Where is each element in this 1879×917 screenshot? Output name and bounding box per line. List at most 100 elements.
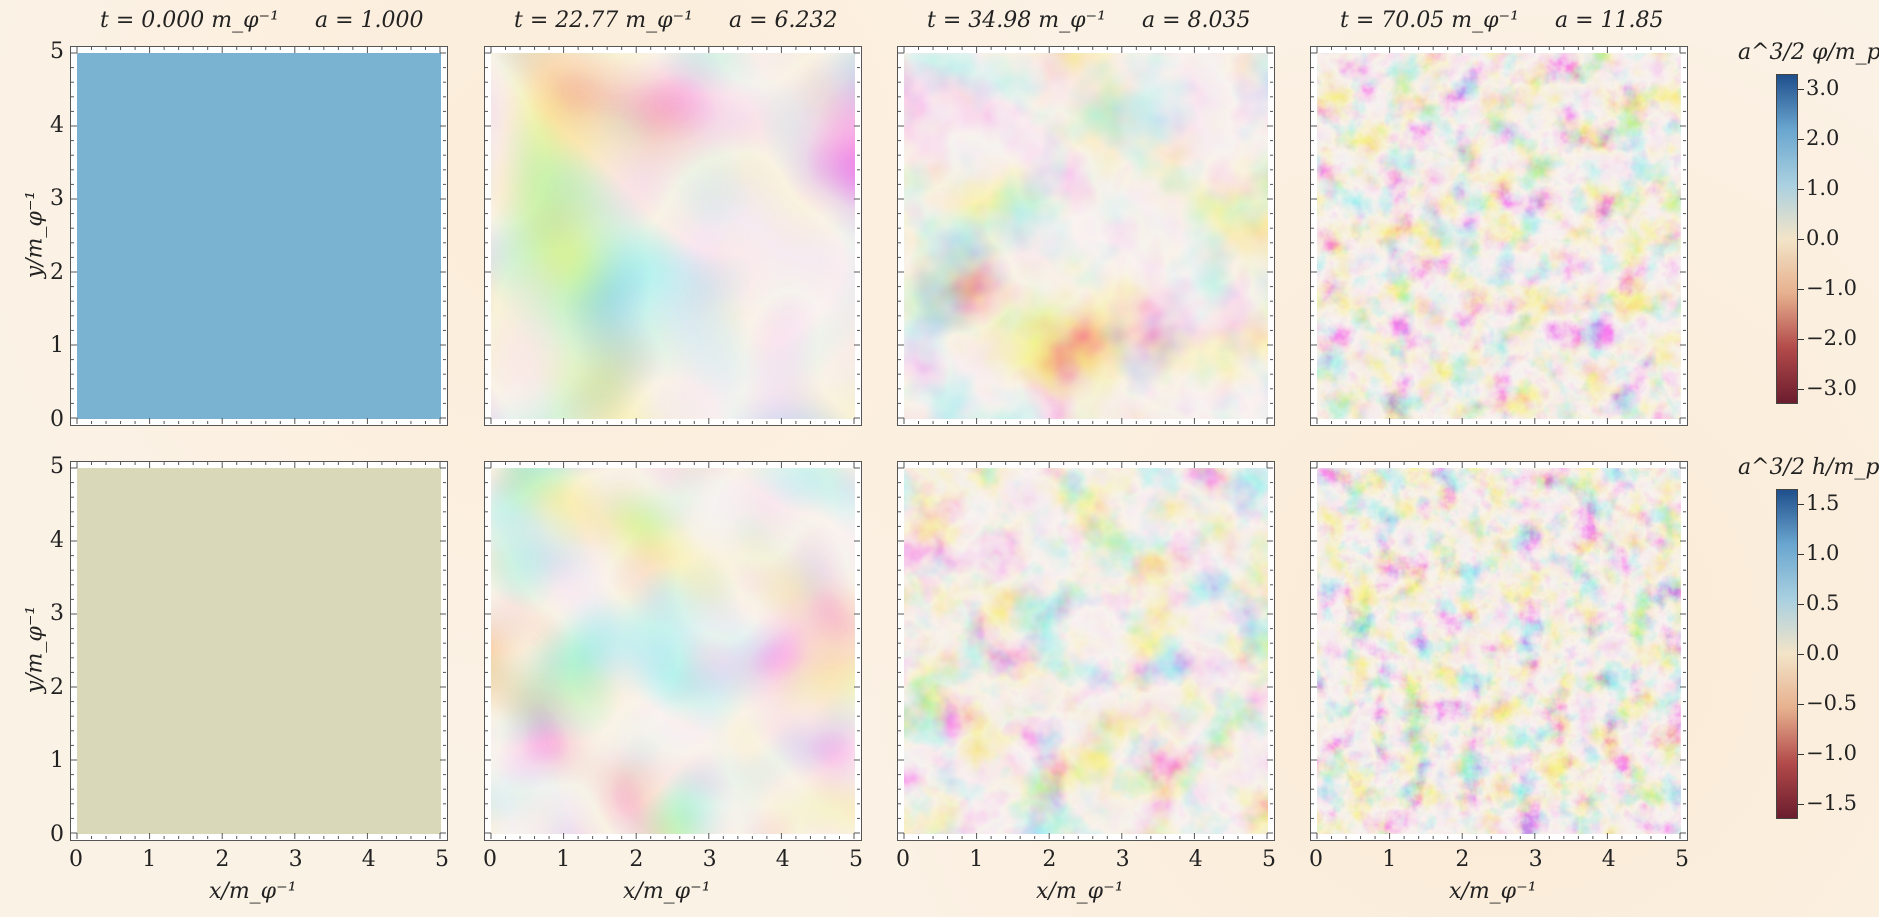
y-tick-label: 5: [50, 454, 64, 479]
x-axis-label: x/m_φ⁻¹: [209, 879, 297, 904]
colorbar: [1776, 74, 1798, 404]
heatmap-field: [491, 468, 855, 834]
heatmap-field: [77, 53, 441, 419]
heatmap-panel: [1310, 46, 1688, 426]
field-image: [1317, 53, 1681, 419]
x-axis-label: x/m_φ⁻¹: [1449, 879, 1537, 904]
field-image: [904, 53, 1268, 419]
x-tick-label: 2: [629, 847, 644, 872]
y-tick-label: 2: [50, 674, 64, 700]
x-tick-label: 3: [702, 847, 717, 872]
colorbar-tick-mark: [1798, 654, 1804, 655]
y-axis-label: y/m_φ⁻¹: [22, 605, 48, 694]
y-tick-label: 2: [50, 259, 64, 285]
x-tick-label: 0: [896, 847, 910, 872]
colorbar-tick-label: 0.0: [1806, 641, 1840, 665]
colorbar-tick-label: −1.0: [1806, 276, 1857, 300]
panel-time-label: t = 22.77 m_φ⁻¹: [514, 8, 693, 33]
colorbar-tick-mark: [1798, 89, 1804, 90]
y-axis-label: y/m_φ⁻¹: [22, 190, 48, 279]
heatmap-panel: [70, 46, 448, 426]
y-tick-label: 0: [50, 407, 64, 432]
field-image: [904, 468, 1268, 834]
colorbar-tick-mark: [1798, 554, 1804, 555]
x-tick-label: 2: [215, 847, 230, 872]
colorbar-tick-label: 1.0: [1806, 176, 1840, 200]
x-tick-label: 0: [1309, 847, 1323, 872]
colorbar-tick-label: −2.0: [1806, 326, 1857, 350]
y-tick-label: 0: [50, 822, 64, 847]
x-tick-label: 5: [849, 847, 863, 872]
x-tick-label: 1: [969, 847, 984, 872]
heatmap-field: [1317, 53, 1681, 419]
colorbar-tick-mark: [1798, 289, 1804, 290]
field-fill: [904, 468, 1268, 834]
x-tick-label: 5: [1675, 847, 1689, 872]
colorbar-tick-label: −3.0: [1806, 376, 1857, 400]
colorbar-tick-mark: [1798, 704, 1804, 705]
x-tick-label: 4: [775, 847, 790, 872]
colorbar-tick-label: 1.0: [1806, 541, 1840, 565]
colorbar-title: a^3/2 φ/m_pl: [1738, 40, 1879, 65]
colorbar-tick-mark: [1798, 604, 1804, 605]
colorbar-tick-label: 3.0: [1806, 76, 1840, 100]
panel-scale-factor-label: a = 8.035: [1142, 8, 1251, 33]
x-tick-label: 4: [1188, 847, 1203, 872]
panel-scale-factor-label: a = 11.85: [1555, 8, 1664, 33]
y-tick-label: 1: [50, 333, 64, 359]
colorbar-tick-mark: [1798, 389, 1804, 390]
colorbar-tick-mark: [1798, 139, 1804, 140]
heatmap-panel: [897, 46, 1275, 426]
field-image: [77, 468, 441, 834]
colorbar-tick-label: −1.5: [1806, 791, 1857, 815]
y-tick-label: 4: [50, 527, 64, 553]
field-fill: [77, 53, 441, 419]
x-tick-label: 2: [1455, 847, 1470, 872]
colorbar-tick-mark: [1798, 504, 1804, 505]
x-tick-label: 4: [1601, 847, 1616, 872]
x-axis-label: x/m_φ⁻¹: [1036, 879, 1124, 904]
field-image: [77, 53, 441, 419]
field-image: [491, 468, 855, 834]
x-tick-label: 2: [1042, 847, 1057, 872]
panel-time-label: t = 34.98 m_φ⁻¹: [927, 8, 1106, 33]
heatmap-field: [904, 53, 1268, 419]
x-tick-label: 3: [1115, 847, 1130, 872]
x-tick-label: 5: [1262, 847, 1276, 872]
x-tick-label: 4: [361, 847, 376, 872]
field-fill: [1317, 53, 1681, 419]
y-tick-label: 3: [50, 601, 64, 627]
field-fill: [77, 468, 441, 834]
field-fill: [904, 53, 1268, 419]
field-image: [1317, 468, 1681, 834]
y-tick-label: 4: [50, 112, 64, 138]
x-axis-label: x/m_φ⁻¹: [623, 879, 711, 904]
colorbar-tick-mark: [1798, 189, 1804, 190]
x-tick-label: 0: [69, 847, 83, 872]
panel-scale-factor-label: a = 6.232: [729, 8, 838, 33]
colorbar-tick-label: 0.0: [1806, 226, 1840, 250]
panel-time-label: t = 70.05 m_φ⁻¹: [1340, 8, 1519, 33]
heatmap-panel: [484, 46, 862, 426]
panel-scale-factor-label: a = 1.000: [315, 8, 424, 33]
colorbar-tick-mark: [1798, 804, 1804, 805]
colorbar-tick-label: −1.0: [1806, 741, 1857, 765]
colorbar: [1776, 489, 1798, 819]
x-tick-label: 3: [1528, 847, 1543, 872]
heatmap-field: [904, 468, 1268, 834]
heatmap-panel: [897, 461, 1275, 841]
colorbar-tick-label: 0.5: [1806, 591, 1840, 615]
colorbar-tick-mark: [1798, 339, 1804, 340]
x-tick-label: 1: [142, 847, 157, 872]
heatmap-field: [77, 468, 441, 834]
colorbar-tick-label: −0.5: [1806, 691, 1857, 715]
heatmap-panel: [70, 461, 448, 841]
colorbar-title: a^3/2 h/m_pl: [1738, 455, 1879, 480]
colorbar-tick-mark: [1798, 239, 1804, 240]
heatmap-panel: [1310, 461, 1688, 841]
heatmap-field: [491, 53, 855, 419]
field-fill: [1317, 468, 1681, 834]
colorbar-tick-label: 2.0: [1806, 126, 1840, 150]
field-fill: [491, 468, 855, 834]
y-tick-label: 1: [50, 748, 64, 774]
